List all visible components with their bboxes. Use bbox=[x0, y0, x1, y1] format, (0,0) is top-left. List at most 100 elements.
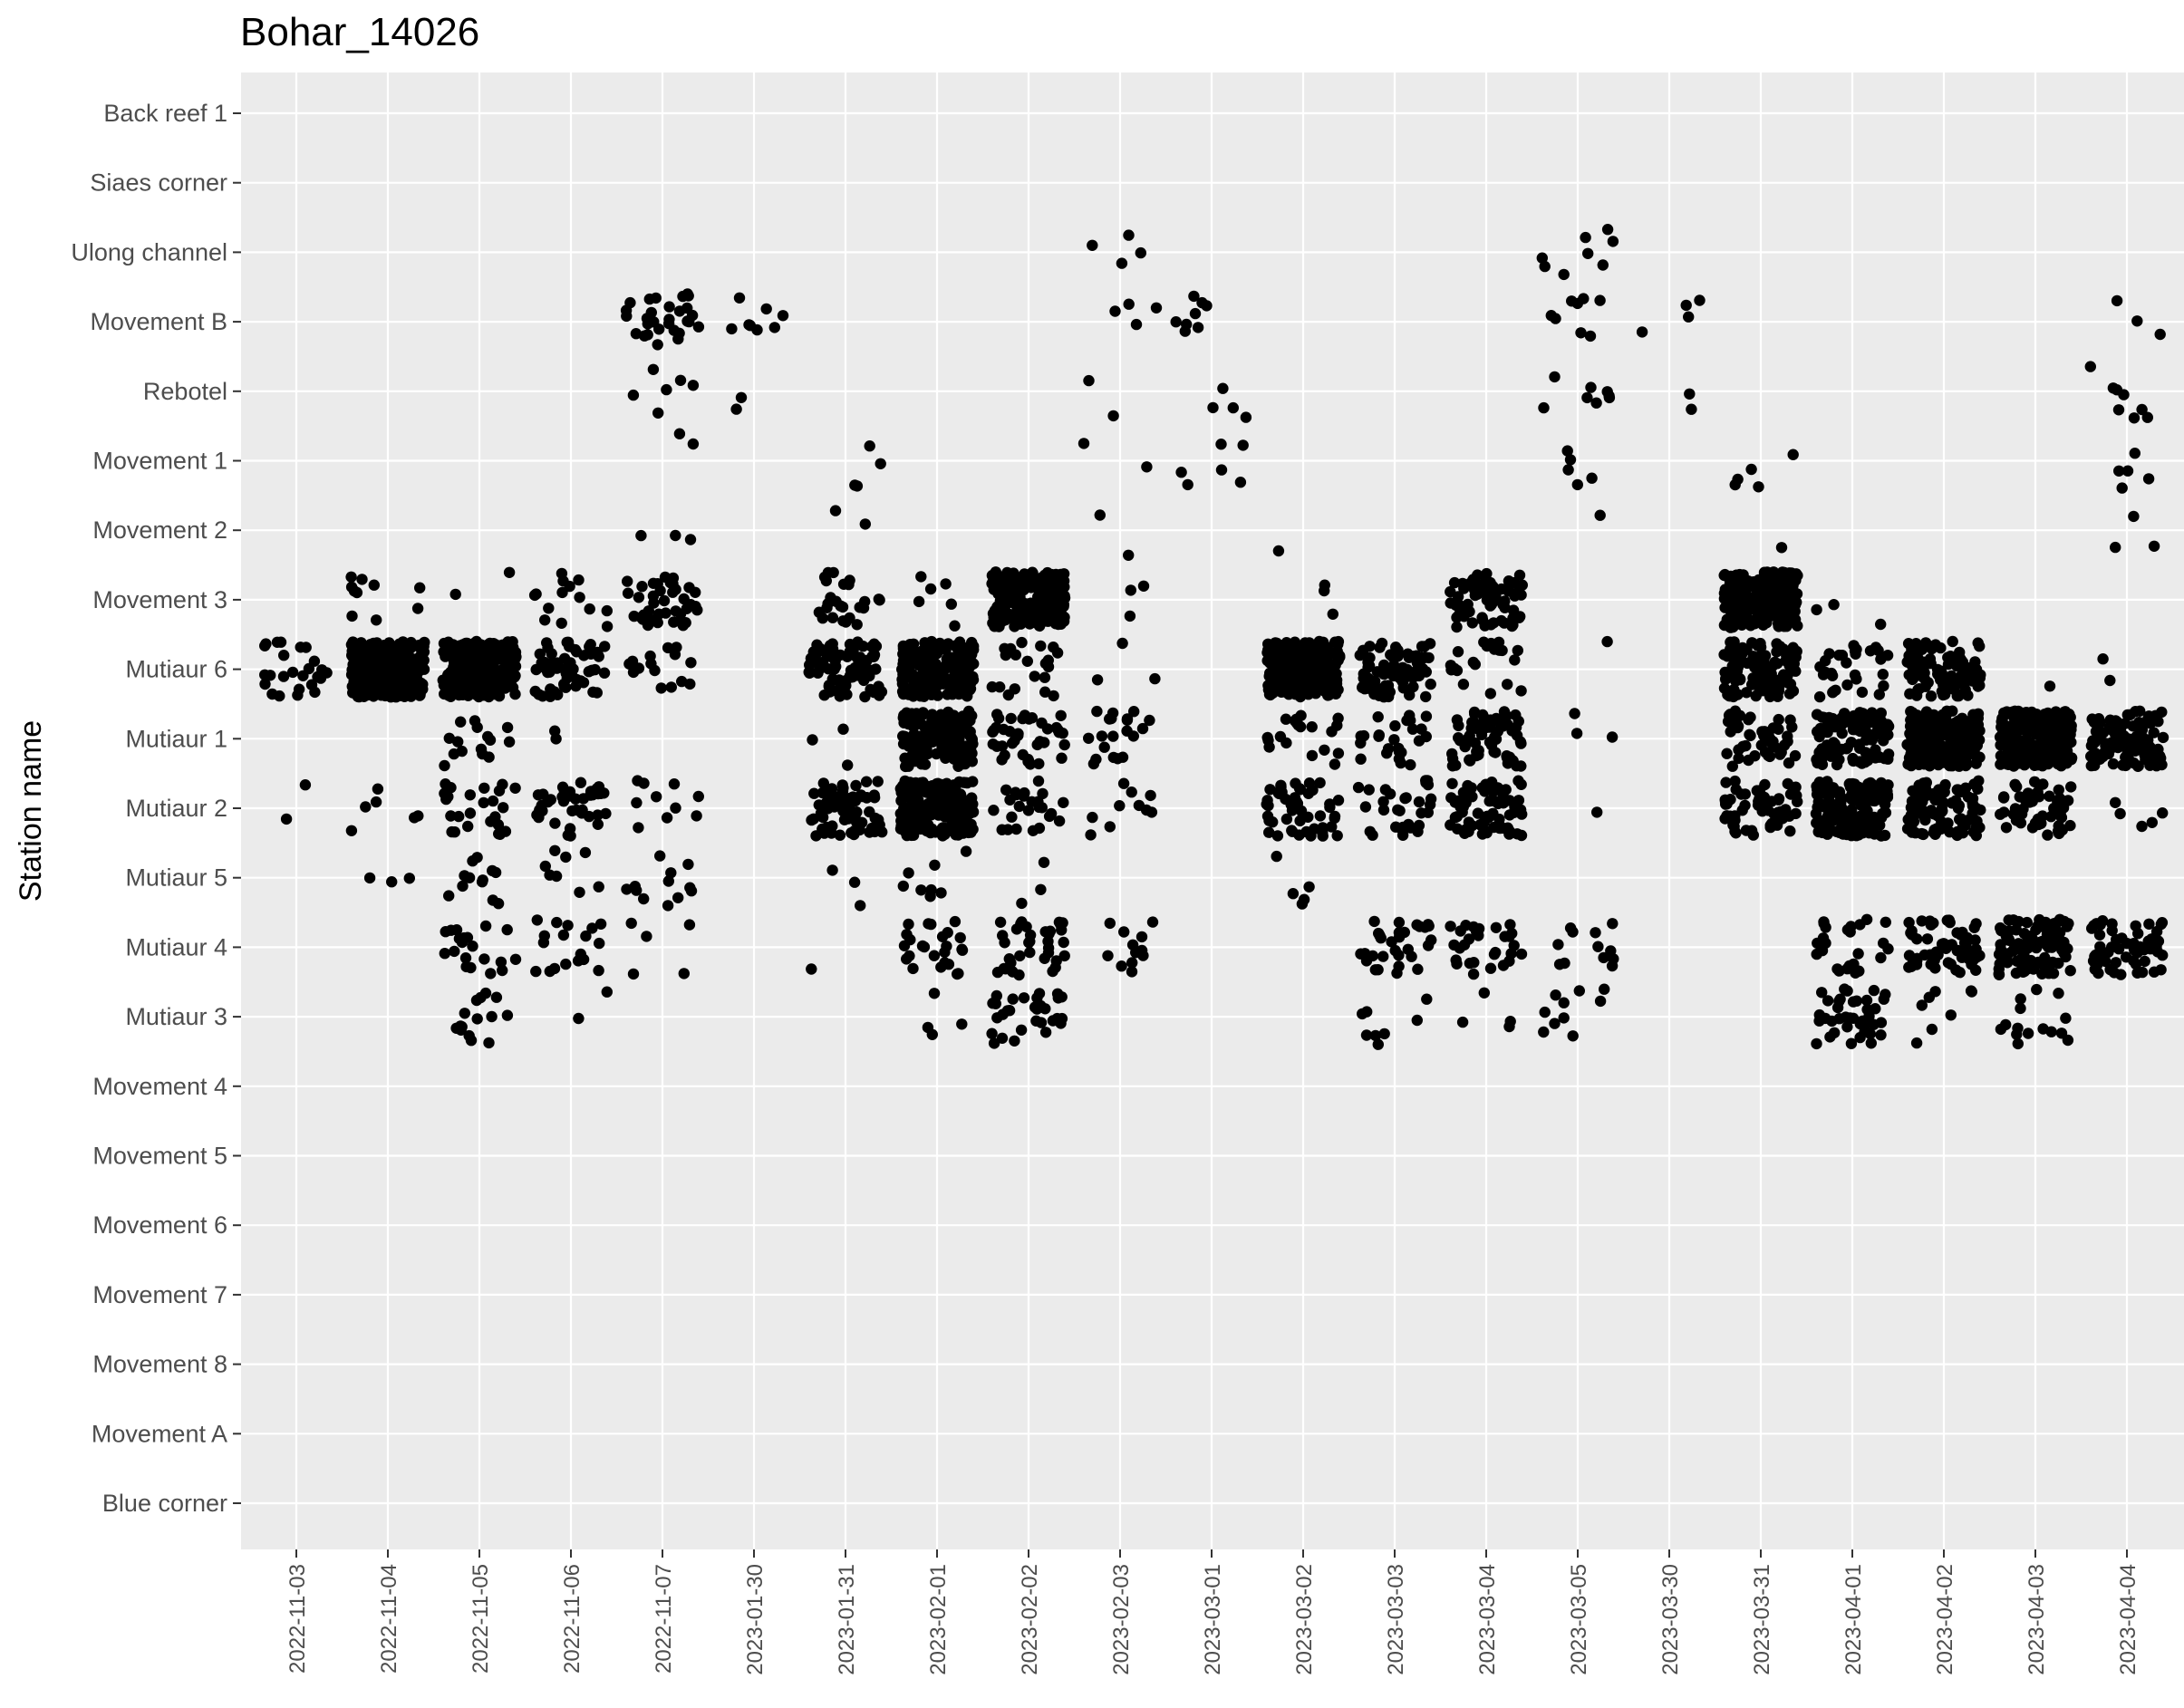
point-2022-11-06-mutiaur-6 bbox=[599, 641, 611, 652]
point-2023-04-03-mutiaur-4 bbox=[2015, 941, 2027, 954]
x-axis: 2022-11-03 2022-11-04 2022-11-05 2022-11-06… bbox=[285, 1549, 2141, 1675]
point-2022-11-06-mutiaur-2 bbox=[536, 805, 548, 817]
point-2022-11-03-mutiaur-6 bbox=[308, 655, 321, 667]
point-2023-02-01-mutiaur-4 bbox=[903, 918, 914, 931]
x-tick-label-2022-11-05: 2022-11-05 bbox=[469, 1564, 493, 1674]
point-2023-03-31-movement-3 bbox=[1773, 618, 1784, 630]
point-2023-02-03-mutiaur-1 bbox=[1106, 712, 1117, 725]
point-2022-11-07-movement-3 bbox=[628, 610, 640, 622]
point-2023-04-01-mutiaur-2 bbox=[1859, 818, 1870, 830]
point-2023-02-01-mutiaur-6 bbox=[919, 681, 932, 694]
point-2023-03-02-mutiaur-6 bbox=[1320, 681, 1332, 694]
point-2023-03-05-ulong-channel bbox=[1601, 224, 1614, 236]
point-2023-03-02-mutiaur-2 bbox=[1307, 784, 1319, 796]
point-2022-11-05-mutiaur-1 bbox=[484, 734, 497, 746]
point-2023-04-01-mutiaur-2 bbox=[1846, 804, 1858, 815]
point-2022-11-06-movement-3 bbox=[543, 603, 555, 614]
point-2023-02-02-movement-3 bbox=[1055, 568, 1067, 581]
point-2023-01-31-mutiaur-2 bbox=[837, 782, 849, 794]
point-2023-04-04-rebotel bbox=[2107, 382, 2120, 394]
point-2023-03-31-mutiaur-6 bbox=[1771, 638, 1783, 650]
point-2023-03-04-movement-3 bbox=[1466, 617, 1479, 629]
point-2023-03-31-mutiaur-6 bbox=[1724, 690, 1735, 702]
y-tick-label-movement-1: Movement 1 bbox=[92, 448, 227, 475]
point-2023-01-31-mutiaur-2 bbox=[868, 789, 880, 801]
point-2023-02-01-mutiaur-4 bbox=[935, 961, 947, 973]
point-2023-01-31-mutiaur-2 bbox=[813, 799, 825, 811]
point-2023-04-02-mutiaur-4 bbox=[1970, 964, 1982, 977]
point-2023-02-02-mutiaur-4 bbox=[1005, 957, 1017, 969]
point-2023-04-01-mutiaur-6 bbox=[1813, 690, 1826, 703]
point-2023-01-31-mutiaur-2 bbox=[834, 829, 846, 841]
point-2023-04-01-mutiaur-6 bbox=[1877, 669, 1889, 680]
point-2023-03-03-mutiaur-3 bbox=[1378, 1028, 1390, 1040]
point-2022-11-06-mutiaur-5 bbox=[544, 869, 556, 881]
point-2022-11-06-mutiaur-2 bbox=[577, 793, 589, 805]
point-2023-01-31-mutiaur-6 bbox=[826, 673, 838, 685]
point-2023-03-31-mutiaur-2 bbox=[1730, 827, 1742, 839]
point-2023-02-03-mutiaur-2 bbox=[1085, 829, 1097, 841]
point-2023-04-04-movement-b bbox=[2131, 315, 2143, 327]
point-2022-11-05-mutiaur-2 bbox=[498, 802, 509, 814]
point-2023-04-02-mutiaur-4 bbox=[1903, 916, 1915, 929]
point-2023-03-03-mutiaur-6 bbox=[1416, 651, 1427, 663]
point-2023-04-04-mutiaur-2 bbox=[2146, 816, 2158, 828]
point-2023-03-04-mutiaur-1 bbox=[1506, 725, 1518, 737]
point-2023-02-02-mutiaur-6 bbox=[1021, 655, 1034, 667]
point-2022-11-05-mutiaur-6 bbox=[448, 655, 460, 667]
point-2023-04-02-mutiaur-4 bbox=[1916, 915, 1928, 927]
point-2023-04-02-mutiaur-2 bbox=[1967, 793, 1979, 805]
point-2023-04-01-mutiaur-1 bbox=[1882, 748, 1895, 760]
point-2022-11-07-mutiaur-2 bbox=[668, 778, 681, 790]
point-2022-11-06-movement-3 bbox=[584, 603, 595, 615]
point-2023-03-31-movement-3 bbox=[1727, 613, 1739, 626]
y-tick-label-movement-b: Movement B bbox=[90, 308, 227, 335]
point-2023-03-02-mutiaur-6 bbox=[1275, 686, 1288, 698]
point-2023-04-02-mutiaur-4 bbox=[1906, 925, 1918, 937]
point-2023-04-04-mutiaur-1 bbox=[2124, 709, 2136, 720]
point-2023-04-03-mutiaur-2 bbox=[1998, 806, 2010, 818]
point-2022-11-07-movement-3 bbox=[642, 619, 654, 632]
point-2022-11-03-mutiaur-6 bbox=[266, 688, 278, 700]
point-2023-03-31-mutiaur-6 bbox=[1754, 637, 1766, 650]
point-2023-03-31-mutiaur-1 bbox=[1743, 714, 1754, 726]
point-2023-03-02-mutiaur-2 bbox=[1280, 813, 1293, 825]
point-2023-03-01-movement-1 bbox=[1175, 467, 1187, 478]
point-2022-11-05-mutiaur-4 bbox=[439, 948, 450, 960]
point-2023-02-02-mutiaur-2 bbox=[1053, 815, 1066, 827]
point-2023-02-02-mutiaur-6 bbox=[1039, 671, 1051, 683]
point-2023-01-31-mutiaur-2 bbox=[824, 786, 836, 798]
point-2022-11-07-movement-3 bbox=[660, 607, 672, 619]
point-2023-02-02-mutiaur-1 bbox=[1017, 748, 1029, 761]
point-2023-02-03-mutiaur-1 bbox=[1128, 706, 1140, 718]
point-2023-03-04-movement-3 bbox=[1489, 588, 1502, 601]
point-2022-11-05-mutiaur-6 bbox=[498, 673, 510, 685]
point-2023-02-02-mutiaur-3 bbox=[990, 998, 1002, 1010]
x-tick-label-2022-11-04: 2022-11-04 bbox=[377, 1564, 401, 1674]
point-2023-04-01-mutiaur-4 bbox=[1882, 943, 1894, 955]
point-2023-02-02-movement-3 bbox=[1058, 590, 1070, 602]
point-2023-02-03-mutiaur-4 bbox=[1116, 960, 1127, 972]
point-2023-03-31-mutiaur-2 bbox=[1780, 804, 1792, 815]
point-2023-02-02-mutiaur-6 bbox=[1016, 636, 1028, 649]
point-2023-02-01-mutiaur-2 bbox=[922, 819, 934, 831]
point-2023-01-30-rebotel bbox=[730, 403, 742, 415]
point-2023-03-04-mutiaur-1 bbox=[1498, 706, 1511, 718]
point-2023-03-04-mutiaur-1 bbox=[1475, 729, 1488, 741]
point-2023-03-03-mutiaur-2 bbox=[1396, 823, 1408, 835]
point-2023-03-03-mutiaur-2 bbox=[1416, 807, 1427, 819]
point-2023-04-02-mutiaur-2 bbox=[1951, 784, 1963, 796]
point-2022-11-06-movement-3 bbox=[574, 592, 585, 603]
point-2023-01-31-mutiaur-2 bbox=[817, 777, 829, 789]
point-2022-11-05-mutiaur-2 bbox=[453, 810, 465, 823]
point-2022-11-04-mutiaur-6 bbox=[383, 637, 395, 649]
point-2022-11-07-mutiaur-2 bbox=[691, 810, 702, 822]
point-2023-02-02-mutiaur-5 bbox=[1035, 883, 1047, 895]
point-2023-02-01-mutiaur-3 bbox=[956, 1018, 968, 1030]
point-2023-03-03-mutiaur-4 bbox=[1367, 950, 1379, 962]
point-2023-01-31-movement-1 bbox=[875, 458, 886, 469]
point-2022-11-07-mutiaur-6 bbox=[655, 682, 667, 694]
point-2023-03-04-movement-3 bbox=[1497, 599, 1509, 611]
point-2023-02-02-mutiaur-4 bbox=[1047, 965, 1058, 978]
